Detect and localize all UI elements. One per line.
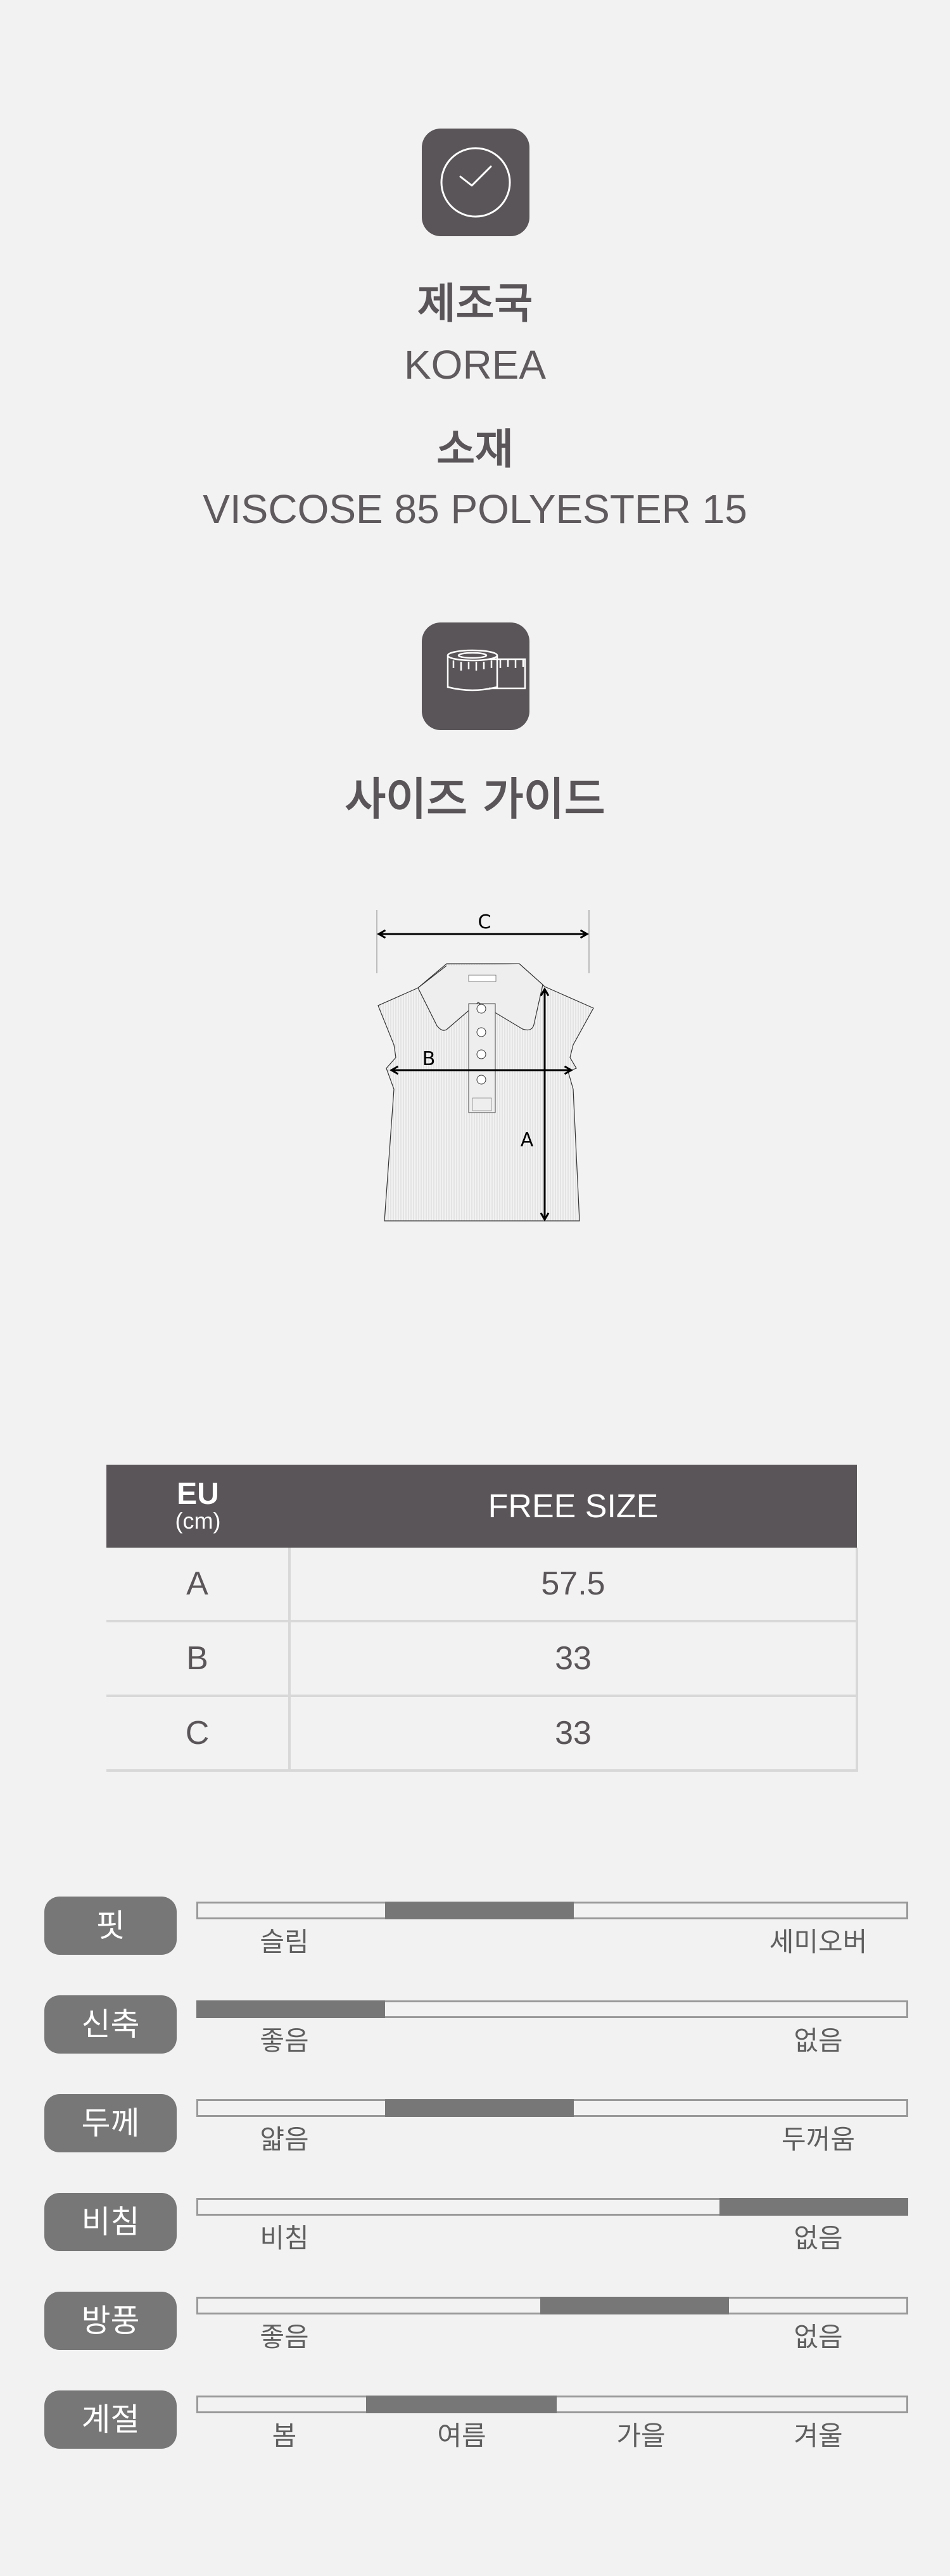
attribute-level-fill	[540, 2297, 729, 2314]
scale-label: 여름	[437, 2420, 486, 2451]
scale-label: 세미오버	[769, 1926, 868, 1957]
attribute-level-fill	[384, 1902, 574, 1919]
scale-label: 겨울	[794, 2420, 843, 2451]
dimension-a-label: A	[521, 1129, 534, 1151]
table-row: A 57.5	[106, 1548, 858, 1622]
attribute-label: 두께	[44, 2094, 177, 2152]
attribute-scale-bar	[196, 2297, 908, 2314]
scale-label: 없음	[794, 2025, 843, 2056]
size-table-header: EU (cm) FREE SIZE	[106, 1465, 857, 1548]
free-size-header: FREE SIZE	[289, 1465, 857, 1548]
dimension-c-label: C	[478, 911, 491, 933]
unit-header: EU (cm)	[106, 1465, 289, 1548]
garment-outline	[377, 963, 594, 1222]
scale-label: 없음	[794, 2223, 843, 2254]
material-value: VISCOSE 85 POLYESTER 15	[203, 486, 747, 532]
attribute-label: 방풍	[44, 2292, 177, 2350]
attribute-label: 핏	[44, 1897, 177, 1955]
table-row: C 33	[106, 1696, 858, 1772]
scale-label: 두꺼움	[782, 2124, 855, 2155]
attribute-level-fill	[365, 2396, 557, 2413]
attribute-scale-bar	[196, 2099, 908, 2117]
scale-label: 봄	[272, 2420, 297, 2451]
size-table: EU (cm) FREE SIZE A 57.5 B 33 C 33	[106, 1465, 858, 1772]
tape-measure-icon	[422, 622, 529, 730]
scale-label: 슬림	[260, 1926, 309, 1957]
garment-diagram: C B A	[376, 910, 594, 1222]
scale-label: 가을	[616, 2420, 666, 2451]
attribute-scale-bar	[196, 2396, 908, 2413]
scale-label: 얇음	[260, 2124, 309, 2155]
scale-label: 좋음	[260, 2321, 309, 2352]
attribute-scale-bar	[196, 1902, 908, 1919]
material-label: 소재	[436, 425, 514, 474]
attribute-level-fill	[196, 2000, 385, 2018]
size-guide-title: 사이즈 가이드	[345, 773, 605, 825]
attribute-label: 신축	[44, 1995, 177, 2054]
dimension-b-label: B	[422, 1048, 436, 1070]
attribute-scale-bar	[196, 2198, 908, 2216]
scale-label: 없음	[794, 2321, 843, 2352]
origin-value: KOREA	[403, 342, 547, 388]
check-circle-icon	[422, 129, 529, 236]
attribute-level-fill	[719, 2198, 908, 2216]
attribute-label: 계절	[44, 2390, 177, 2449]
origin-label: 제조국	[417, 279, 533, 328]
attribute-scale-bar	[196, 2000, 908, 2018]
attribute-label: 비침	[44, 2193, 177, 2251]
table-row: B 33	[106, 1621, 858, 1697]
scale-label: 비침	[260, 2223, 309, 2254]
scale-label: 좋음	[260, 2025, 309, 2056]
attribute-level-fill	[384, 2099, 574, 2117]
